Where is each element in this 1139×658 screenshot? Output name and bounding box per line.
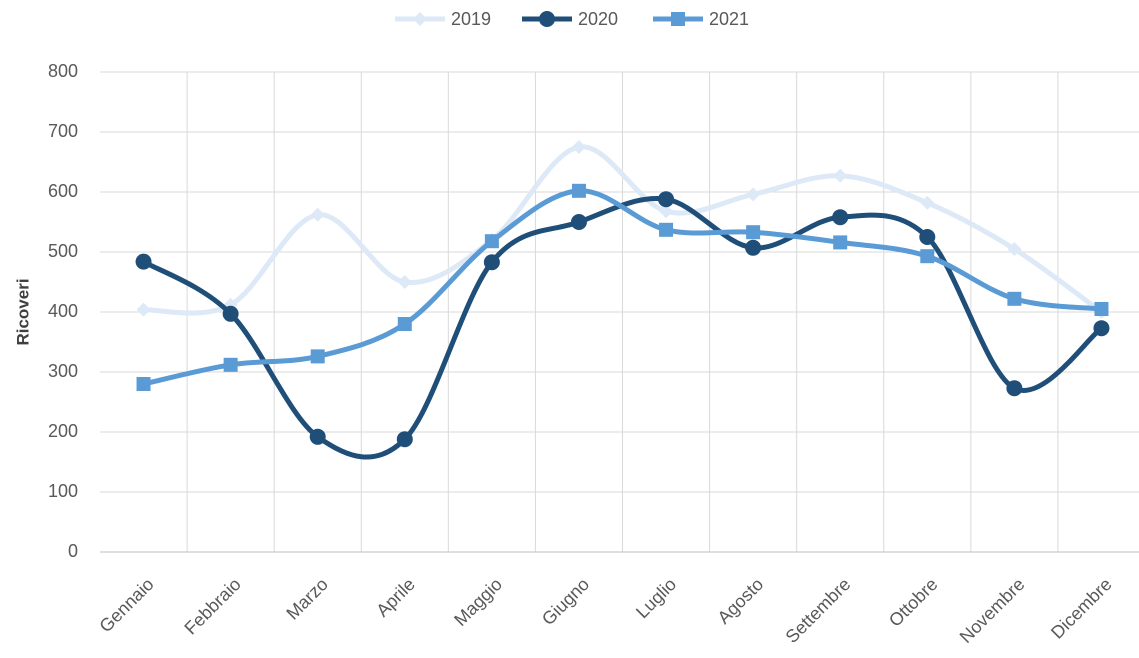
marker <box>571 183 586 198</box>
marker <box>570 214 587 230</box>
marker <box>659 222 674 237</box>
marker <box>659 204 674 219</box>
y-axis-label: Ricoveri <box>13 278 32 345</box>
marker <box>920 249 935 264</box>
x-tick-label: Settembre <box>782 574 855 647</box>
x-tick-label: Febbraio <box>180 574 244 638</box>
marker <box>746 225 761 240</box>
marker <box>920 195 935 210</box>
marker <box>310 349 325 364</box>
marker <box>1006 380 1023 397</box>
marker <box>397 317 412 331</box>
x-tick-label: Maggio <box>450 574 506 630</box>
marker <box>832 209 849 226</box>
x-tick-label: Ottobre <box>885 574 942 631</box>
marker <box>658 191 675 208</box>
marker <box>1007 242 1022 256</box>
marker <box>136 302 151 317</box>
marker <box>223 357 238 372</box>
y-tick-label: 800 <box>48 61 78 81</box>
marker <box>483 254 500 271</box>
legend-label: 2021 <box>709 9 749 29</box>
marker <box>135 253 152 270</box>
marker <box>396 431 413 448</box>
legend-label: 2019 <box>451 9 491 29</box>
x-tick-label: Aprile <box>372 574 419 621</box>
y-tick-label: 200 <box>48 421 78 441</box>
x-tick-label: Giugno <box>538 574 593 629</box>
x-tick-label: Novembre <box>956 574 1029 647</box>
marker <box>484 234 499 249</box>
marker <box>833 235 848 250</box>
x-tick-label: Dicembre <box>1047 574 1116 643</box>
y-tick-label: 500 <box>48 241 78 261</box>
marker <box>310 207 325 222</box>
marker <box>1007 291 1022 306</box>
x-tick-label: Agosto <box>714 574 768 628</box>
marker <box>413 12 427 26</box>
marker <box>309 428 326 445</box>
marker <box>1093 320 1110 337</box>
x-tick-label: Gennaio <box>95 574 157 636</box>
y-tick-label: 300 <box>48 361 78 381</box>
legend-label: 2020 <box>578 9 618 29</box>
marker <box>222 305 239 322</box>
y-tick-label: 0 <box>68 541 78 561</box>
marker <box>746 187 761 202</box>
y-tick-label: 400 <box>48 301 78 321</box>
y-tick-label: 700 <box>48 121 78 141</box>
marker <box>1094 302 1109 316</box>
marker <box>671 12 685 26</box>
marker <box>919 229 936 245</box>
marker <box>397 275 412 289</box>
marker <box>539 11 555 27</box>
marker <box>571 140 586 154</box>
x-tick-label: Luglio <box>632 574 680 622</box>
x-tick-label: Marzo <box>282 574 332 624</box>
marker <box>833 168 848 183</box>
y-tick-label: 100 <box>48 481 78 501</box>
y-tick-label: 600 <box>48 181 78 201</box>
marker <box>136 377 151 391</box>
marker <box>745 239 762 256</box>
series-line <box>141 196 1104 460</box>
